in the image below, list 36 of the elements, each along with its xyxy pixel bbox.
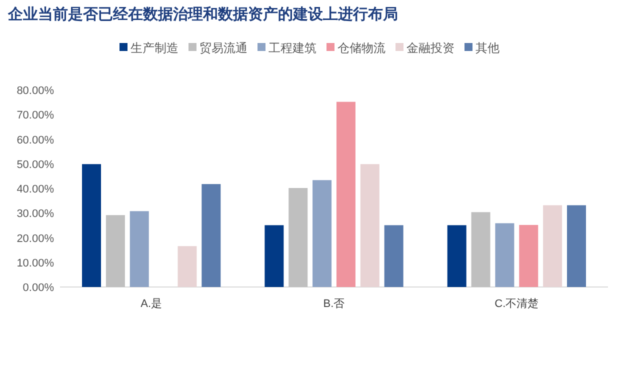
bar (495, 223, 514, 287)
bar (447, 225, 466, 287)
legend-label: 生产制造 (130, 41, 178, 55)
y-tick-label: 80.00% (16, 85, 54, 97)
y-tick-label: 60.00% (16, 134, 54, 146)
bar (178, 246, 197, 287)
bar (543, 205, 562, 287)
y-tick-label: 10.00% (16, 257, 54, 270)
bar (130, 211, 149, 287)
legend-label: 金融投资 (406, 41, 454, 55)
bar (312, 180, 332, 287)
x-tick-label: A.是 (140, 298, 162, 310)
legend-label: 仓储物流 (338, 41, 386, 55)
chart-title: 企业当前是否已经在数据治理和数据资产的建设上进行布局 (7, 6, 398, 23)
x-tick-label: C.不清楚 (494, 297, 539, 310)
y-tick-label: 70.00% (16, 110, 54, 122)
y-tick-label: 0.00% (22, 282, 54, 294)
y-tick-label: 40.00% (16, 184, 54, 196)
bar (264, 225, 284, 287)
bar (82, 164, 102, 287)
bar (471, 212, 490, 287)
bar (566, 205, 586, 287)
bar (288, 188, 308, 287)
y-tick-label: 20.00% (16, 232, 54, 245)
x-tick-label: B.否 (323, 298, 345, 310)
y-tick-label: 50.00% (16, 158, 54, 171)
bar (202, 184, 221, 287)
bar (519, 224, 538, 287)
legend-label: 工程建筑 (268, 41, 316, 55)
y-tick-label: 30.00% (16, 208, 54, 220)
legend-label: 贸易流通 (200, 41, 248, 55)
bar (336, 102, 356, 287)
bar (106, 215, 125, 287)
bar (384, 225, 404, 287)
legend-label: 其他 (476, 41, 500, 55)
bar (360, 164, 380, 287)
